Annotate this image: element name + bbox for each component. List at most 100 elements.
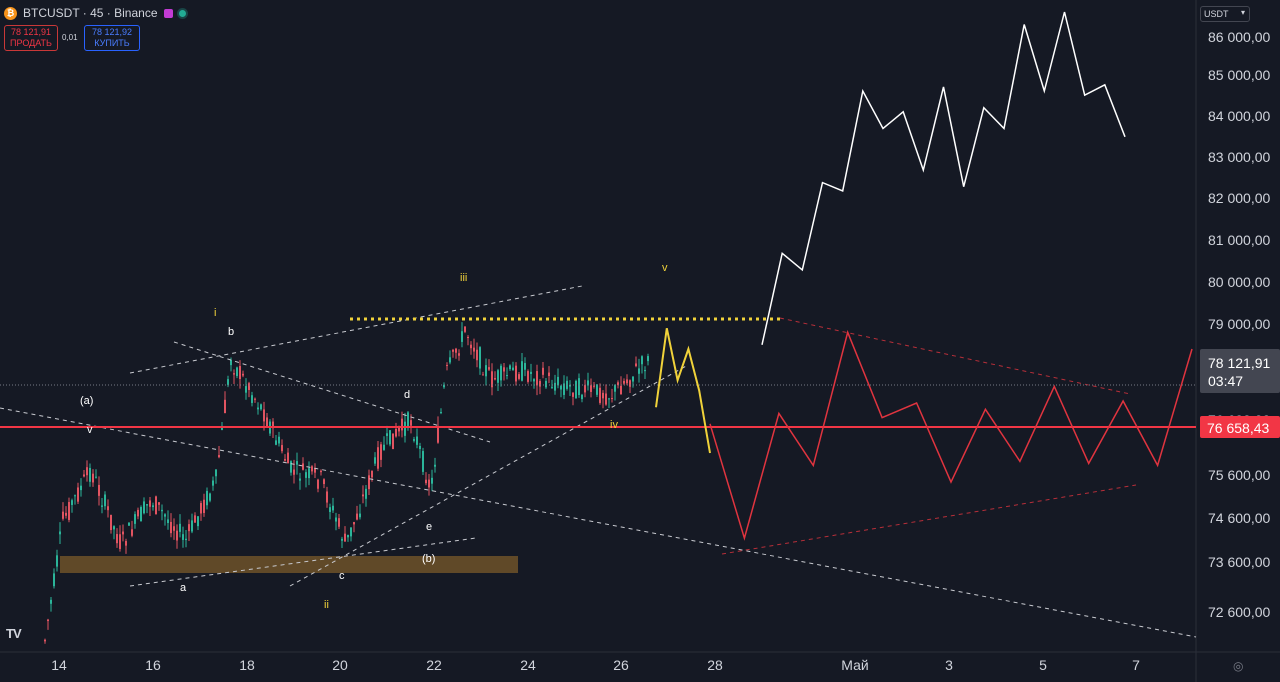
- candle-body: [596, 384, 598, 395]
- time-tick-label: 16: [145, 657, 161, 673]
- chart-header: ₿ BTCUSDT · 45 · Binance: [4, 6, 186, 20]
- price-axis[interactable]: 86 000,00 85 000,00 84 000,00 83 000,00 82 0…: [1208, 29, 1270, 620]
- candle-body: [545, 380, 547, 388]
- candle-body: [287, 452, 289, 464]
- sell-button[interactable]: 78 121,91 ПРОДАТЬ: [4, 25, 58, 51]
- candle-body: [404, 421, 406, 436]
- candle-body: [266, 417, 268, 427]
- candle-body: [554, 382, 556, 391]
- candle-body: [629, 380, 631, 387]
- candle-body: [407, 412, 409, 428]
- currency-selector[interactable]: USDT ▾: [1200, 6, 1250, 22]
- level-price-badge: [1200, 416, 1280, 438]
- candle-body: [128, 522, 130, 526]
- candle-body: [371, 471, 373, 478]
- price-tick-label: 74 600,00: [1208, 510, 1270, 526]
- candle-body: [170, 521, 172, 534]
- candle-body: [569, 384, 571, 387]
- candle-body: [281, 445, 283, 452]
- candle-body: [494, 378, 496, 380]
- candle-body: [644, 370, 646, 372]
- level-price-label: 76 658,43: [1207, 420, 1269, 436]
- candle-body: [386, 433, 388, 436]
- buy-button[interactable]: 78 121,92 КУПИТЬ: [84, 25, 140, 51]
- trendline-lower-channel: [0, 407, 1197, 638]
- candle-body: [485, 365, 487, 377]
- symbol-title[interactable]: BTCUSDT · 45 · Binance: [23, 6, 158, 20]
- candle-body: [395, 428, 397, 437]
- candle-body: [107, 506, 109, 511]
- candle-body: [230, 359, 232, 366]
- candle-body: [335, 517, 337, 522]
- candle-body: [140, 507, 142, 522]
- wave-label-a: a: [180, 582, 187, 594]
- candle-body: [410, 420, 412, 426]
- candle-body: [143, 501, 145, 514]
- candle-body: [296, 461, 298, 465]
- candle-body: [533, 379, 535, 382]
- candle-body: [623, 380, 625, 384]
- candle-body: [632, 376, 634, 382]
- candle-body: [470, 344, 472, 349]
- candle-body: [425, 479, 427, 484]
- price-axis-area[interactable]: [1196, 0, 1280, 682]
- wave-label-ii: ii: [324, 599, 329, 611]
- candle-body: [347, 534, 349, 538]
- candle-body: [611, 398, 613, 400]
- currency-label: USDT: [1204, 9, 1229, 19]
- plot-area[interactable]: [0, 0, 1196, 652]
- candle-body: [512, 367, 514, 371]
- candle-body: [161, 509, 163, 512]
- price-tick-label: 81 000,00: [1208, 232, 1270, 248]
- candle-body: [593, 385, 595, 387]
- time-axis[interactable]: 14 16 18 20 22 24 26 28 Май 3 5 7: [51, 657, 1140, 673]
- triangle-upper-line: [779, 317, 1131, 395]
- candle-body: [176, 530, 178, 541]
- candle-body: [149, 500, 151, 507]
- candle-body: [518, 374, 520, 379]
- chevron-down-icon: ▾: [1240, 8, 1245, 17]
- candle-body: [200, 503, 202, 514]
- candle-body: [323, 479, 325, 485]
- candle-body: [467, 337, 469, 339]
- indicator-dot-icon: [163, 8, 173, 18]
- candle-body: [278, 436, 280, 444]
- projection-red-path: [709, 329, 1193, 541]
- wave-label-c: c: [339, 570, 345, 582]
- candle-body: [104, 494, 106, 507]
- candle-body: [620, 385, 622, 395]
- candle-body: [101, 505, 103, 507]
- candle-body: [383, 444, 385, 450]
- price-tick-label: 73 600,00: [1208, 554, 1270, 570]
- candle-body: [254, 398, 256, 400]
- candle-body: [314, 468, 316, 473]
- candle-body: [257, 407, 259, 410]
- candle-body: [476, 349, 478, 361]
- candle-body: [449, 357, 451, 363]
- candle-body: [617, 382, 619, 386]
- candle-body: [47, 619, 49, 622]
- candle-body: [95, 476, 97, 478]
- candle-body: [326, 491, 328, 503]
- candle-body: [113, 526, 115, 530]
- candle-body: [158, 502, 160, 505]
- candle-body: [626, 379, 628, 384]
- candle-body: [56, 555, 58, 567]
- candle-body: [443, 384, 445, 388]
- time-tick-label: 26: [613, 657, 629, 673]
- candle-body: [308, 468, 310, 479]
- candle-body: [116, 534, 118, 544]
- candle-body: [344, 533, 346, 542]
- current-price-label: 78 121,91: [1208, 355, 1270, 371]
- settings-icon[interactable]: ◎: [1233, 659, 1244, 673]
- candle-body: [263, 409, 265, 422]
- buy-label: КУПИТЬ: [94, 38, 130, 48]
- projection-yellow-path: [655, 327, 711, 454]
- candle-body: [575, 380, 577, 399]
- price-tick-label: 72 600,00: [1208, 604, 1270, 620]
- candle-body: [293, 469, 295, 475]
- trendline-a-b: [129, 537, 477, 587]
- candle-body: [539, 381, 541, 387]
- candle-body: [272, 421, 274, 429]
